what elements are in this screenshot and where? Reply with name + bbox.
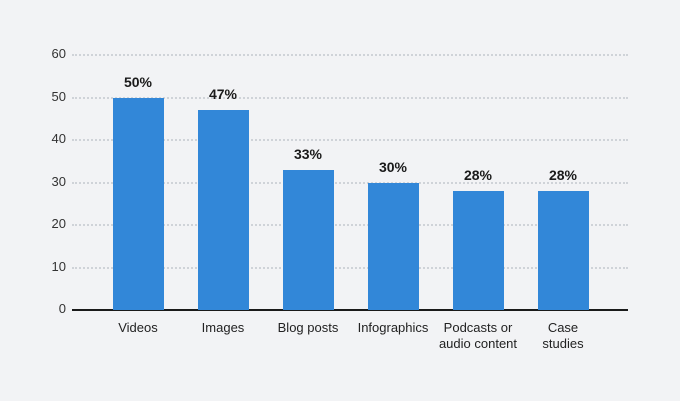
- y-tick-label: 60: [51, 46, 66, 61]
- y-tick-label: 50: [51, 88, 66, 104]
- bar-value-label: 33%: [293, 145, 323, 162]
- x-tick-label: Videos: [118, 320, 158, 335]
- bar: [537, 191, 589, 310]
- gridline: [72, 266, 628, 269]
- gridline: [72, 54, 628, 56]
- bar: [452, 191, 504, 310]
- y-tick-label: 40: [51, 131, 66, 146]
- gridline: [72, 96, 628, 99]
- gridline: [72, 181, 628, 184]
- bar: [367, 182, 419, 310]
- x-tick-label: Images: [201, 320, 245, 335]
- gridline: [72, 139, 628, 141]
- x-tick-label: Podcasts or audio content: [438, 320, 518, 351]
- bar: [197, 110, 249, 310]
- y-tick-label: 20: [51, 216, 66, 231]
- y-tick-label: 30: [51, 173, 66, 189]
- x-tick-label: Blog posts: [277, 320, 339, 335]
- bar-value-label: 30%: [378, 158, 408, 175]
- bar: [282, 169, 334, 310]
- gridline: [72, 224, 628, 226]
- y-tick-label: 0: [58, 301, 66, 316]
- bar-value-label: 28%: [463, 167, 493, 183]
- y-tick-label: 10: [51, 258, 66, 274]
- bar-value-label: 47%: [208, 86, 238, 103]
- x-axis-line: [72, 309, 628, 311]
- x-tick-label: Infographics: [357, 320, 429, 335]
- x-tick-label: Case studies: [542, 320, 584, 351]
- bar-value-label: 28%: [548, 167, 578, 183]
- bar: [112, 97, 164, 310]
- bar-value-label: 50%: [123, 73, 153, 90]
